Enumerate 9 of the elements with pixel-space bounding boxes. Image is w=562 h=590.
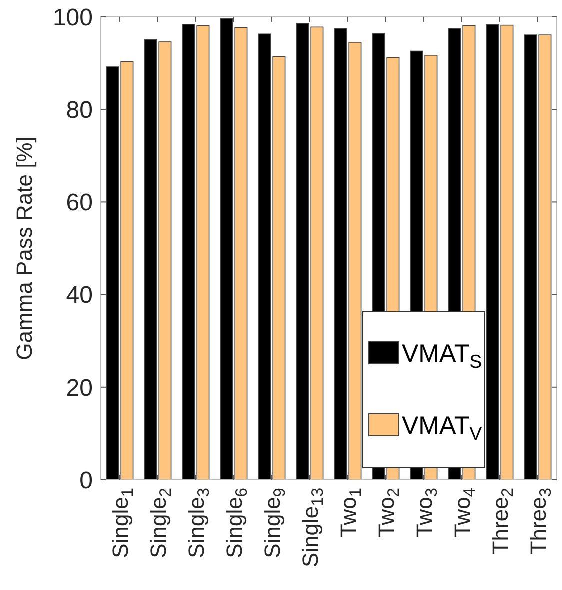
y-tick-label: 20: [66, 374, 93, 402]
y-tick-label: 0: [80, 467, 93, 494]
y-tick-label: 40: [66, 282, 93, 310]
y-axis-title: Gamma Pass Rate [%]: [12, 136, 37, 360]
y-tick-label: 60: [66, 190, 93, 217]
legend-label: VMAT$_{S}$: [402, 340, 482, 372]
y-tick-label: 100: [52, 4, 93, 32]
y-tick-label: 80: [66, 97, 93, 124]
legend-label: VMAT$_{V}$: [402, 412, 483, 444]
